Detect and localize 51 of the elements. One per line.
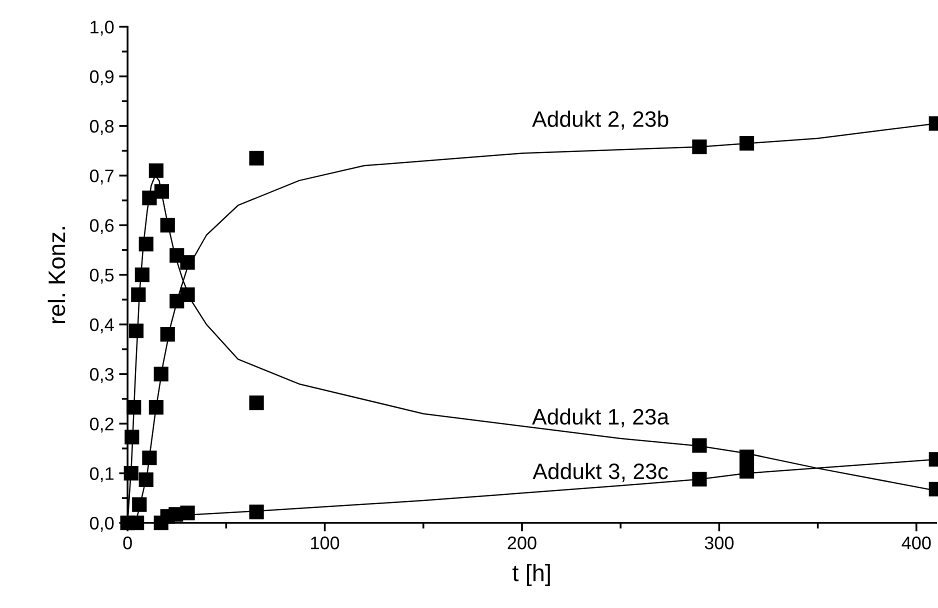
x-tick-label: 100 [311, 536, 340, 550]
y-tick-label: 0,1 [90, 467, 114, 482]
point [134, 268, 150, 282]
point [138, 236, 154, 252]
point [130, 516, 144, 530]
y-tick-label: 0,8 [90, 120, 114, 135]
point [124, 430, 140, 444]
point [138, 472, 154, 488]
y-tick-label: 0,3 [90, 368, 114, 383]
y-axis-title: rel. Konz. [48, 227, 66, 324]
y-tick-label: 0,0 [90, 516, 114, 532]
point [128, 324, 144, 338]
point [740, 464, 754, 479]
point [249, 396, 264, 410]
point [142, 190, 157, 206]
point [131, 287, 146, 302]
point [132, 497, 147, 512]
x-tick-label: 400 [902, 536, 931, 550]
point [249, 150, 264, 166]
point [126, 400, 142, 415]
x-tick-label: 300 [704, 536, 734, 550]
point [124, 466, 138, 481]
x-axis-title: t [h] [512, 564, 550, 586]
y-tick-label: 0,9 [90, 70, 114, 86]
series-label: Addukt 2, 23b [532, 110, 668, 130]
y-tick-label: 0,7 [90, 170, 114, 184]
series-label: Addukt 1, 23a [532, 408, 670, 428]
point [692, 472, 707, 487]
point [142, 450, 157, 466]
point [154, 184, 169, 199]
y-tick-label: 0,5 [90, 268, 114, 284]
point [740, 450, 754, 464]
point [148, 163, 164, 178]
series-label: Addukt 3, 23c [532, 462, 668, 482]
point [148, 400, 164, 415]
y-tick-label: 0,6 [90, 219, 114, 234]
x-tick-label: 200 [508, 536, 536, 550]
point [160, 327, 175, 342]
point [180, 255, 195, 270]
y-tick-label: 1,0 [90, 20, 114, 36]
point [160, 218, 175, 232]
point [249, 504, 264, 520]
point [692, 438, 707, 453]
x-tick-label: 0 [123, 536, 132, 550]
point [170, 294, 184, 308]
y-tick-label: 0,4 [90, 318, 114, 334]
point [180, 506, 195, 520]
y-tick-label: 0,2 [90, 418, 114, 433]
point [740, 136, 754, 151]
point [692, 140, 707, 154]
point [154, 366, 168, 382]
